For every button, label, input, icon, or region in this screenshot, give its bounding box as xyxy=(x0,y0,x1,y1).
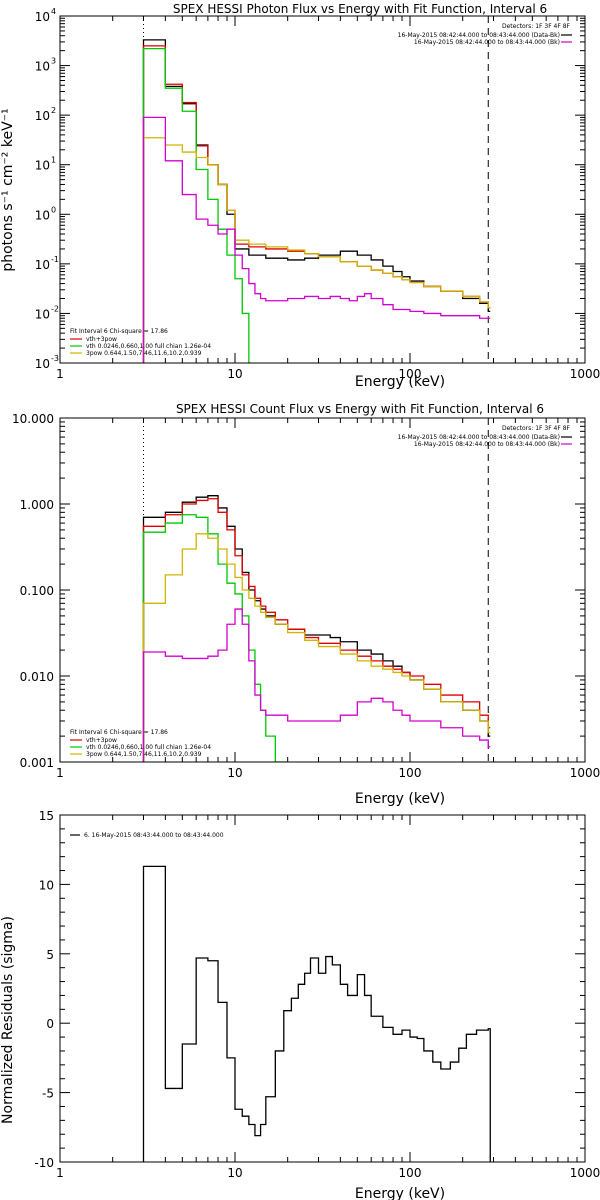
x-tick-label: 1 xyxy=(56,1166,64,1180)
y-tick-label: -10 xyxy=(34,1156,54,1170)
y-tick-label: 1.000 xyxy=(20,498,54,512)
series-yellow-line xyxy=(142,137,491,363)
y-tick-label: 0 xyxy=(46,1017,54,1031)
plot-frame xyxy=(59,814,586,1163)
y-tick-label: 10.000 xyxy=(12,412,54,426)
residuals-panel: Energy (keV) Normalized Residuals (sigma… xyxy=(0,809,600,1200)
y-tick-exponent: 0 xyxy=(51,205,56,214)
x-axis-label: Energy (keV) xyxy=(355,374,445,390)
y-tick-label: 10 xyxy=(39,878,54,892)
x-tick-label: 100 xyxy=(399,367,422,381)
y-tick-exponent: 3 xyxy=(51,57,56,66)
legend-top: 16-May-2015 08:42:44.000 to 08:43:44.000… xyxy=(398,32,572,46)
series-green-line xyxy=(142,514,289,762)
x-tick-label: 1000 xyxy=(570,367,600,381)
x-axis-label: Energy (keV) xyxy=(355,1186,445,1200)
x-tick-label: 100 xyxy=(399,766,422,780)
fit-thermal-label: vth 0.0246,0.660,1.00 full chian 1.26e-0… xyxy=(86,343,211,350)
detectors-label: Detectors: 1F 3F 4F 8F xyxy=(502,23,571,30)
y-tick-label: 10 xyxy=(35,307,50,321)
y-tick-label: 0.010 xyxy=(20,670,54,684)
plot-frame xyxy=(59,15,586,364)
x-tick-label: 10 xyxy=(227,1166,242,1180)
series-yellow-line xyxy=(142,533,491,762)
legend-label: 6. 16-May-2015 08:43:44.000 to 08:43:44.… xyxy=(84,832,224,839)
y-tick-label: 15 xyxy=(39,809,54,823)
legend-background-label: 16-May-2015 08:42:44.000 to 08:43:44.000… xyxy=(414,441,560,448)
y-tick-label: 10 xyxy=(35,109,50,123)
y-tick-label: 10 xyxy=(35,159,50,173)
y-tick-exponent: -2 xyxy=(51,304,59,313)
fit-header: Fit Interval 6 Chi-square = 17.86 xyxy=(70,729,168,736)
y-tick-label: 0.100 xyxy=(20,584,54,598)
x-tick-label: 1 xyxy=(56,766,64,780)
y-tick-exponent: 2 xyxy=(51,106,56,115)
x-tick-label: 100 xyxy=(399,1166,422,1180)
series-magenta-line xyxy=(142,116,491,363)
y-tick-exponent: -1 xyxy=(51,255,59,264)
series-green-line xyxy=(142,47,251,363)
legend-background-label: 16-May-2015 08:42:44.000 to 08:43:44.000… xyxy=(414,39,560,46)
series-magenta-line xyxy=(142,608,491,762)
fit-total-label: vth+3pow xyxy=(86,737,117,744)
y-tick-label: 10 xyxy=(35,208,50,222)
photon-flux-panel: SPEX HESSI Photon Flux vs Energy with Fi… xyxy=(0,2,600,390)
y-tick-exponent: 4 xyxy=(51,7,56,16)
plot-frame xyxy=(59,417,586,763)
y-tick-exponent: 1 xyxy=(51,156,56,165)
y-tick-exponent: -3 xyxy=(51,354,59,363)
x-tick-label: 1000 xyxy=(570,766,600,780)
legend-top: 16-May-2015 08:42:44.000 to 08:43:44.000… xyxy=(398,434,572,448)
fit-header: Fit Interval 6 Chi-square = 17.86 xyxy=(70,328,168,335)
x-tick-label: 10 xyxy=(227,766,242,780)
legend-top: 6. 16-May-2015 08:43:44.000 to 08:43:44.… xyxy=(70,832,224,839)
x-tick-label: 10 xyxy=(227,367,242,381)
detectors-label: Detectors: 1F 3F 4F 8F xyxy=(502,425,571,432)
fit-thermal-label: vth 0.0246,0.660,1.00 full chian 1.26e-0… xyxy=(86,744,211,751)
count-flux-panel: SPEX HESSI Count Flux vs Energy with Fit… xyxy=(12,402,600,807)
x-tick-label: 1 xyxy=(56,367,64,381)
legend-data-label: 16-May-2015 08:42:44.000 to 08:43:44.000… xyxy=(398,32,560,39)
panel-title: SPEX HESSI Count Flux vs Energy with Fit… xyxy=(176,402,544,416)
x-tick-label: 1000 xyxy=(570,1166,600,1180)
y-tick-label: 10 xyxy=(35,10,50,24)
y-tick-label: 10 xyxy=(35,60,50,74)
y-axis-label: Normalized Residuals (sigma) xyxy=(0,916,16,1124)
y-tick-label: 10 xyxy=(35,357,50,371)
x-axis-label: Energy (keV) xyxy=(355,791,445,807)
fit-total-label: vth+3pow xyxy=(86,336,117,343)
series-black-line xyxy=(142,865,491,1162)
y-axis-label: photons s⁻¹ cm⁻² keV⁻¹ xyxy=(0,108,16,271)
y-tick-label: -5 xyxy=(42,1087,54,1101)
y-tick-label: 10 xyxy=(35,258,50,272)
y-tick-label: 5 xyxy=(46,948,54,962)
panel-title: SPEX HESSI Photon Flux vs Energy with Fi… xyxy=(173,2,547,16)
y-tick-label: 0.001 xyxy=(20,756,54,770)
legend-data-label: 16-May-2015 08:42:44.000 to 08:43:44.000… xyxy=(398,434,560,441)
